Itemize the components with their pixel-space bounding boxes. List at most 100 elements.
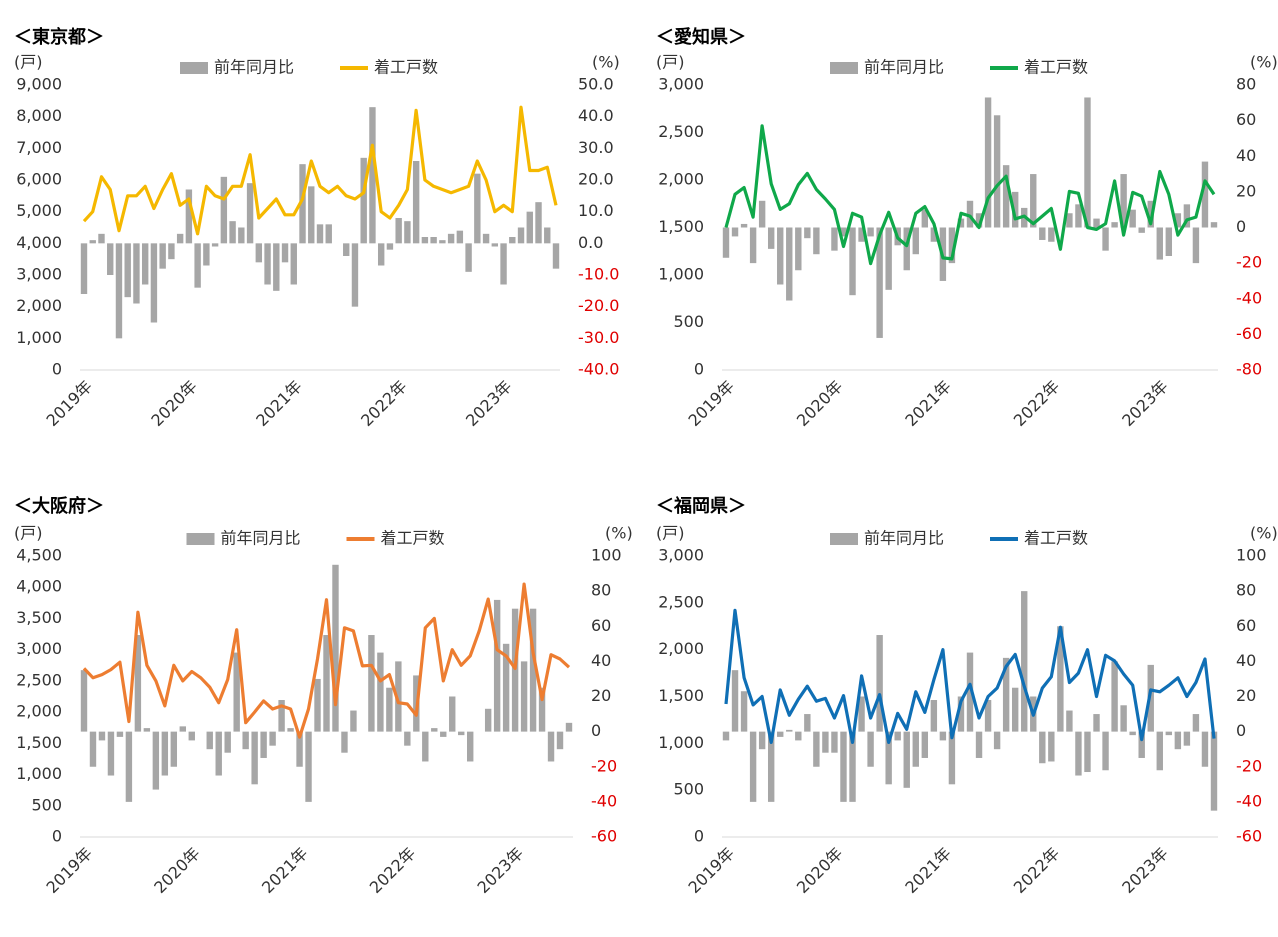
bar <box>281 243 289 263</box>
legend-swatch <box>830 62 858 74</box>
bar <box>360 157 367 244</box>
bar <box>731 670 739 732</box>
bar <box>124 243 131 298</box>
x-tick-label: 2019年 <box>684 377 738 431</box>
bar <box>1192 227 1200 264</box>
legend-swatch <box>186 533 215 545</box>
y2-tick-label: 10.0 <box>578 201 614 220</box>
bar <box>795 227 802 271</box>
bar <box>203 243 210 266</box>
bar <box>273 243 280 291</box>
x-tick-label: 2023年 <box>462 377 516 431</box>
bar <box>386 687 393 732</box>
line <box>724 608 1216 744</box>
x-tick-label: 2022年 <box>1010 377 1064 431</box>
y-tick-label: 1,000 <box>658 733 704 752</box>
bar <box>831 227 838 251</box>
y2-tick-label: -10.0 <box>578 265 619 284</box>
bar <box>993 115 1001 228</box>
y-tick-label: 3,000 <box>658 75 704 94</box>
bar <box>238 227 245 244</box>
bar <box>552 243 560 269</box>
bar <box>767 731 775 802</box>
y2-tick-label: -30.0 <box>578 328 619 347</box>
bar <box>449 696 456 732</box>
y2-tick-label: -20 <box>591 756 617 775</box>
bar <box>332 564 339 732</box>
bar <box>412 161 420 244</box>
x-tick-label: 2019年 <box>42 844 96 898</box>
bar <box>159 243 166 269</box>
bar <box>233 652 240 732</box>
bar <box>229 221 236 244</box>
y2-tick-label: -20 <box>1236 253 1262 272</box>
x-tick-label: 2023年 <box>474 844 528 898</box>
y-tick-label: 1,000 <box>658 265 704 284</box>
bar <box>395 661 402 732</box>
bar <box>269 731 276 746</box>
bar <box>89 240 96 244</box>
bar <box>1102 227 1109 251</box>
bar <box>795 731 802 741</box>
y-tick-label: 500 <box>673 780 704 799</box>
bar <box>377 243 385 266</box>
y-tick-label: 0 <box>694 827 704 846</box>
bar <box>547 731 555 762</box>
bar <box>565 722 573 732</box>
bar <box>1174 213 1182 228</box>
legend-swatch <box>830 533 858 545</box>
bar <box>509 237 516 244</box>
x-tick-label: 2021年 <box>258 844 312 898</box>
bar <box>740 223 748 228</box>
bar <box>341 731 348 753</box>
bar <box>377 652 384 732</box>
bar <box>325 224 332 244</box>
y-tick-label: 4,000 <box>16 233 62 252</box>
bar <box>299 164 306 244</box>
bar <box>215 731 222 776</box>
line <box>82 105 558 236</box>
bar <box>484 708 492 732</box>
bar <box>251 731 258 785</box>
x-tick-label: 2020年 <box>793 377 847 431</box>
bar <box>511 608 519 732</box>
bar <box>849 227 856 296</box>
bar <box>368 635 375 732</box>
bar <box>161 731 169 776</box>
bar <box>939 731 947 741</box>
bar <box>975 213 983 228</box>
y2-tick-label: 80 <box>1236 75 1256 94</box>
x-tick-label: 2019年 <box>42 377 96 431</box>
bar <box>395 218 402 244</box>
y2-tick-label: -60 <box>1236 324 1262 343</box>
bar <box>260 731 267 758</box>
bar <box>1201 731 1209 767</box>
bar <box>786 729 793 732</box>
bar <box>903 731 910 788</box>
bar <box>867 227 874 237</box>
legend-label: 前年同月比 <box>221 529 301 548</box>
bar <box>749 227 757 264</box>
bar <box>1102 731 1109 771</box>
x-tick-label: 2020年 <box>150 844 204 898</box>
bar <box>185 189 193 244</box>
legend-label: 前年同月比 <box>864 529 944 548</box>
y2-tick-label: -40 <box>1236 791 1262 810</box>
bar <box>1048 731 1055 762</box>
bar <box>722 731 730 741</box>
chart-title: ＜愛知県＞ <box>656 26 746 48</box>
bar <box>404 731 411 746</box>
bar <box>456 230 464 244</box>
legend-label: 着工戸数 <box>1024 58 1088 77</box>
bar <box>948 227 956 264</box>
bar <box>179 726 186 732</box>
y-tick-label: 0 <box>52 827 62 846</box>
y-tick-label: 0 <box>694 360 704 379</box>
bar <box>133 243 140 304</box>
bar <box>903 227 910 271</box>
y2-tick-label: 0 <box>591 721 601 740</box>
y-tick-label: 3,000 <box>16 639 62 658</box>
bar <box>912 731 919 767</box>
y2-axis-label: (%) <box>1250 53 1278 72</box>
